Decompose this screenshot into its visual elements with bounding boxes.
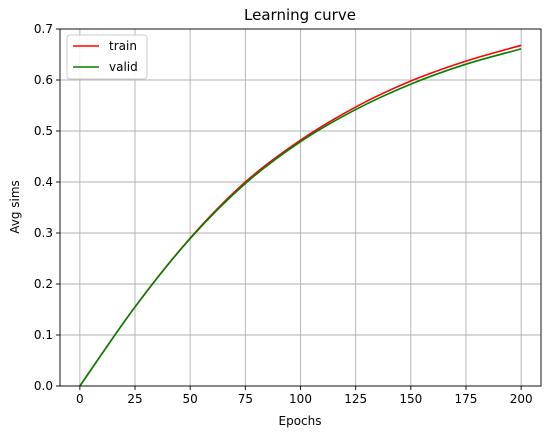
x-tick-label: 175 [455,392,478,406]
series-layer [79,44,522,387]
tick-layer: 0 25 50 75 100 125 150 175 200 0.0 0.1 0.2 0.3 0.4 0.5… [34,22,533,406]
legend-label-valid: valid [109,60,138,74]
series-line-valid [79,48,522,387]
y-tick-label: 0.6 [34,73,53,87]
y-axis-label: Avg sims [8,180,22,234]
y-tick-label: 0.1 [34,328,53,342]
y-tick-label: 0.2 [34,277,53,291]
x-tick-label: 150 [399,392,422,406]
y-tick-label: 0.7 [34,22,53,36]
legend: train valid [66,34,148,80]
x-tick-label: 0 [76,392,84,406]
x-tick-label: 200 [510,392,533,406]
y-tick-label: 0.4 [34,175,53,189]
y-tick-label: 0.0 [34,379,53,393]
x-tick-label: 100 [289,392,312,406]
legend-label-train: train [109,39,137,53]
x-axis-label: Epochs [279,414,322,428]
y-tick-label: 0.3 [34,226,53,240]
x-tick-label: 25 [127,392,142,406]
chart-title: Learning curve [244,6,356,24]
x-tick-label: 50 [183,392,198,406]
x-tick-label: 125 [344,392,367,406]
y-tick-label: 0.5 [34,124,53,138]
grid-layer [60,28,541,387]
x-tick-label: 75 [238,392,253,406]
